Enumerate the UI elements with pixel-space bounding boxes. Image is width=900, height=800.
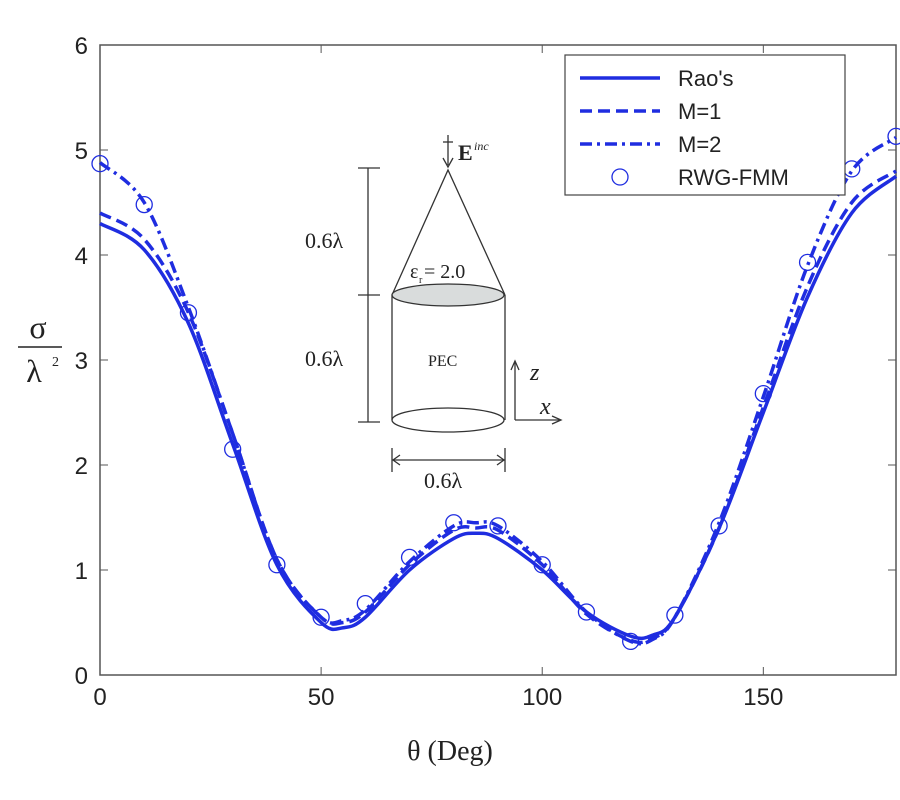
geometry-inset <box>358 135 563 472</box>
legend-label: RWG-FMM <box>678 165 789 190</box>
series-group <box>91 127 900 651</box>
z-arrowhead <box>510 359 520 371</box>
x-tick-label: 0 <box>93 684 106 711</box>
cylinder-bottom-ellipse <box>391 407 505 433</box>
y-axis-label: σ λ 2 <box>18 309 62 389</box>
y-tick-label: 5 <box>75 138 88 165</box>
data-point-rwg-fmm <box>224 440 242 458</box>
y-tick-label: 1 <box>75 558 88 585</box>
data-point-rwg-fmm <box>179 304 198 322</box>
data-point-rwg-fmm <box>400 548 419 567</box>
legend-label: M=1 <box>678 99 721 124</box>
cone-base-ellipse <box>391 283 505 307</box>
permittivity-sub: r <box>419 275 423 286</box>
data-point-rwg-fmm <box>312 608 330 626</box>
x-tick-label: 150 <box>743 684 783 711</box>
legend-label: Rao's <box>678 66 734 91</box>
x-arrowhead <box>551 415 563 425</box>
diameter-arrowheads <box>391 454 506 466</box>
data-point-rwg-fmm <box>843 160 861 178</box>
cone-height-label: 0.6λ <box>305 228 344 253</box>
x-axis-inset-label: x <box>539 394 551 420</box>
incident-label: E <box>458 140 473 165</box>
legend-label: M=2 <box>678 132 721 157</box>
inset-labels: E inc 0.6λ 0.6λ 0.6λ ε r = 2.0 PEC z x <box>305 139 551 493</box>
permittivity-value: = 2.0 <box>424 261 465 283</box>
data-point-rwg-fmm <box>268 556 286 574</box>
diameter-label: 0.6λ <box>424 468 463 493</box>
data-point-rwg-fmm <box>91 154 109 173</box>
legend: Rao's M=1 M=2 RWG-FMM <box>564 54 846 196</box>
data-point-rwg-fmm <box>489 517 507 535</box>
series-line-m-2 <box>98 135 898 646</box>
data-point-rwg-fmm <box>710 517 728 535</box>
data-point-rwg-fmm <box>577 603 596 621</box>
x-axis-label: θ (Deg) <box>407 736 493 767</box>
data-point-rwg-fmm <box>533 556 551 574</box>
data-point-rwg-fmm <box>754 384 772 403</box>
data-point-rwg-fmm <box>445 514 463 532</box>
incident-arrowhead <box>442 157 454 169</box>
data-point-rwg-fmm <box>622 632 640 651</box>
material-label: PEC <box>428 353 457 370</box>
y-label-exponent: 2 <box>52 355 59 370</box>
cone <box>391 168 506 296</box>
data-point-rwg-fmm <box>666 606 684 624</box>
x-tick-label: 100 <box>522 684 562 711</box>
y-label-denominator: λ <box>26 353 42 389</box>
series-line-rao-s <box>99 174 898 641</box>
y-tick-label: 0 <box>75 663 88 690</box>
cylinder-height-label: 0.6λ <box>305 346 344 371</box>
permittivity-symbol: ε <box>410 261 418 283</box>
x-tick-label: 50 <box>308 684 335 711</box>
y-tick-label: 3 <box>75 348 88 375</box>
data-point-rwg-fmm <box>798 253 817 272</box>
ticks: 0 50 100 150 0 1 2 3 4 5 6 <box>75 33 897 711</box>
y-label-numerator: σ <box>29 309 46 345</box>
data-point-rwg-fmm <box>135 195 153 214</box>
legend-marker <box>611 168 629 186</box>
incident-sup: inc <box>474 139 489 153</box>
data-point-rwg-fmm <box>356 594 374 613</box>
y-tick-label: 6 <box>75 33 88 60</box>
z-axis-label: z <box>529 360 540 386</box>
y-tick-label: 4 <box>75 243 88 270</box>
data-point-rwg-fmm <box>887 127 900 145</box>
y-tick-label: 2 <box>75 453 88 480</box>
